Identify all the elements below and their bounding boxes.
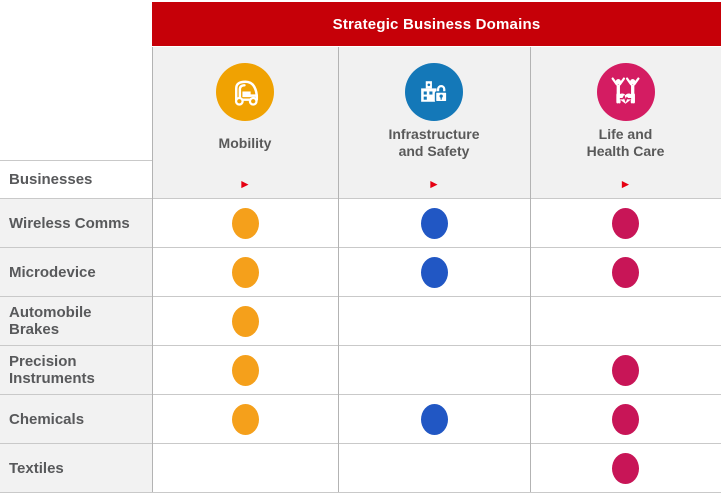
table-bottom-border bbox=[0, 492, 721, 493]
page-title: Strategic Business Domains bbox=[332, 15, 541, 33]
column-divider bbox=[152, 47, 153, 492]
matrix-cell bbox=[530, 346, 721, 394]
matrix-cell bbox=[338, 248, 530, 296]
matrix-cell bbox=[338, 199, 530, 247]
matrix-cell bbox=[152, 346, 338, 394]
mobility-dot bbox=[231, 305, 259, 337]
building-lock-icon bbox=[420, 80, 448, 102]
matrix-cell bbox=[152, 444, 338, 492]
matrix-cell bbox=[530, 297, 721, 345]
businesses-label: Businesses bbox=[9, 171, 93, 188]
infrastructure-dot bbox=[420, 207, 448, 239]
domain-header-infrastructure-safety: Infrastructure and Safety ► bbox=[338, 47, 530, 198]
empty-dot bbox=[421, 306, 448, 337]
vehicle-icon bbox=[234, 79, 258, 106]
matrix-cell bbox=[152, 199, 338, 247]
mobility-dot bbox=[231, 403, 259, 435]
mobility-circle bbox=[216, 63, 274, 121]
matrix-cell bbox=[338, 395, 530, 443]
matrix-cell bbox=[338, 444, 530, 492]
table-row-automobile-brakes: Automobile Brakes bbox=[0, 296, 721, 345]
table-row-microdevice: Microdevice bbox=[0, 247, 721, 296]
row-label: Textiles bbox=[0, 444, 152, 492]
row-label: Chemicals bbox=[0, 395, 152, 443]
table-row-chemicals: Chemicals bbox=[0, 394, 721, 443]
people-heart-icon bbox=[611, 76, 640, 104]
matrix-cell bbox=[530, 395, 721, 443]
empty-dot bbox=[232, 453, 259, 484]
domain-header-life-health-care: Life and Health Care ► bbox=[530, 47, 721, 198]
life-health-circle bbox=[596, 63, 655, 121]
empty-dot bbox=[612, 306, 639, 337]
table-row-textiles: Textiles bbox=[0, 443, 721, 492]
red-arrow-icon: ► bbox=[428, 177, 440, 191]
infrastructure-dot bbox=[420, 256, 448, 288]
red-arrow-icon: ► bbox=[239, 177, 251, 191]
empty-dot bbox=[421, 355, 448, 386]
domain-label-life-health-care: Life and Health Care bbox=[586, 126, 665, 159]
column-divider bbox=[530, 47, 531, 492]
matrix-cell bbox=[152, 297, 338, 345]
matrix-cell bbox=[152, 395, 338, 443]
matrix-cell bbox=[152, 248, 338, 296]
column-divider bbox=[338, 47, 339, 492]
life-health-dot bbox=[612, 403, 639, 435]
infrastructure-circle bbox=[405, 63, 463, 121]
life-health-dot bbox=[612, 207, 639, 239]
empty-dot bbox=[421, 453, 448, 484]
domain-label-mobility: Mobility bbox=[218, 134, 272, 151]
red-arrow-icon: ► bbox=[619, 177, 632, 191]
life-health-dot bbox=[612, 452, 639, 484]
mobility-dot bbox=[231, 256, 259, 288]
businesses-header: Businesses bbox=[0, 160, 152, 198]
infrastructure-dot bbox=[420, 403, 448, 435]
domain-header-mobility: Mobility ► bbox=[152, 47, 338, 198]
row-label: Precision Instruments bbox=[0, 346, 152, 394]
mobility-dot bbox=[231, 354, 259, 386]
row-label: Microdevice bbox=[0, 248, 152, 296]
row-label: Wireless Comms bbox=[0, 199, 152, 247]
matrix-cell bbox=[338, 297, 530, 345]
matrix-cell bbox=[530, 444, 721, 492]
mobility-dot bbox=[231, 207, 259, 239]
row-label: Automobile Brakes bbox=[0, 297, 152, 345]
matrix-cell bbox=[530, 248, 721, 296]
domain-label-infrastructure-safety: Infrastructure and Safety bbox=[388, 126, 480, 159]
title-bar: Strategic Business Domains bbox=[152, 2, 721, 46]
life-health-dot bbox=[612, 256, 639, 288]
table-row-precision-instruments: Precision Instruments bbox=[0, 345, 721, 394]
life-health-dot bbox=[612, 354, 639, 386]
matrix-cell bbox=[530, 199, 721, 247]
matrix-cell bbox=[338, 346, 530, 394]
table-row-wireless-comms: Wireless Comms bbox=[0, 198, 721, 247]
